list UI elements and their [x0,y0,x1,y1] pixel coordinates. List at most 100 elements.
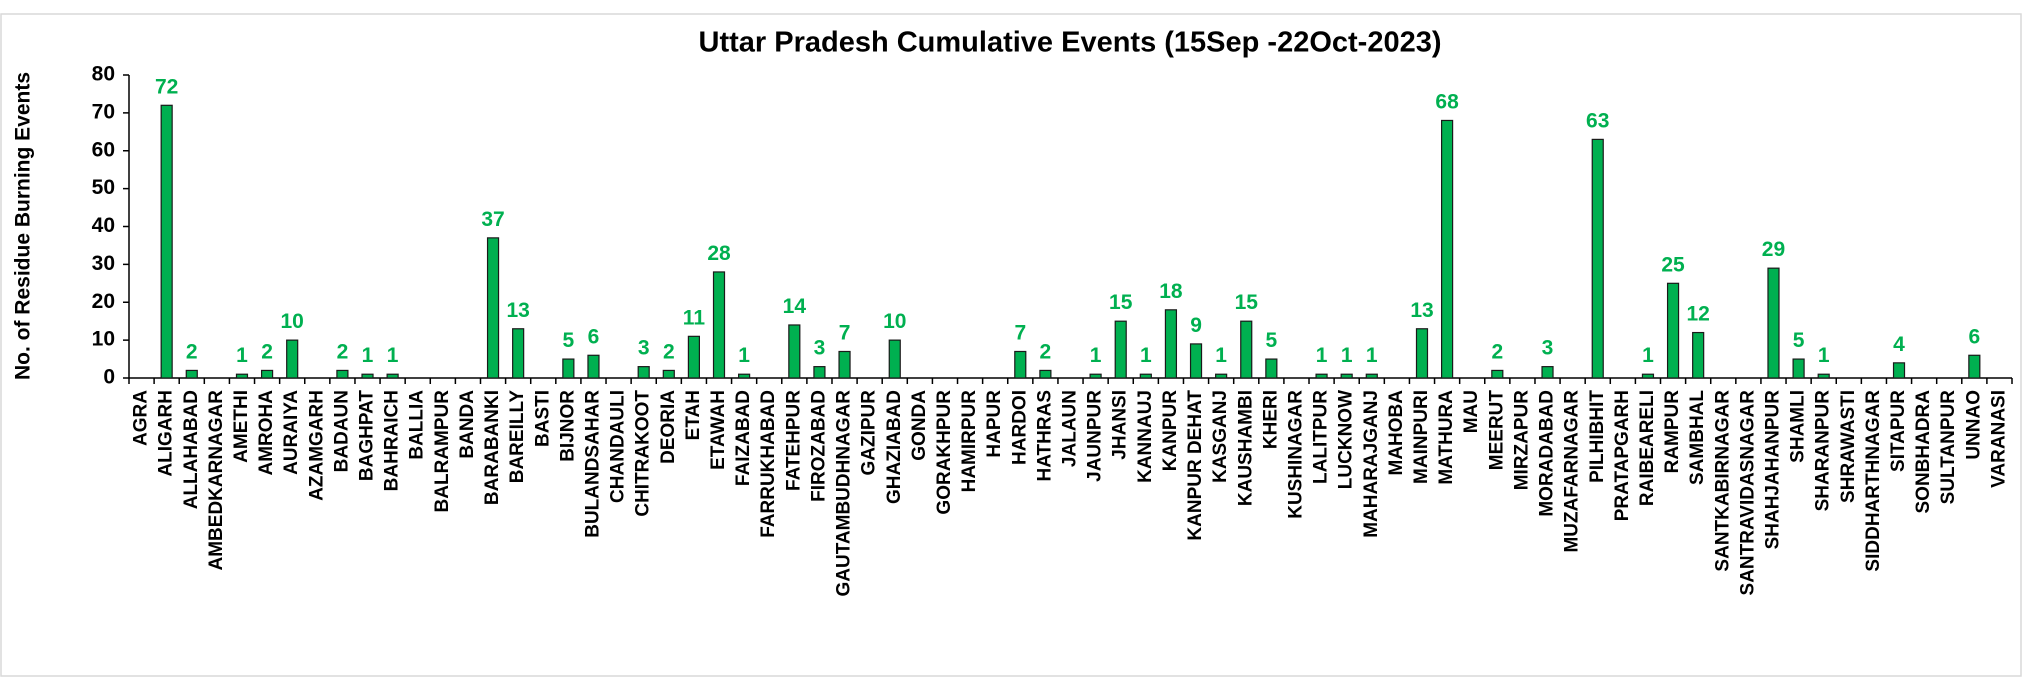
x-tick-label: KANPUR [1160,390,1181,472]
x-tick-label: HARDOI [1009,390,1030,465]
bar [1767,267,1780,379]
x-tick-label: GHAZIABAD [884,390,905,504]
bar [1315,373,1328,379]
bar [1692,331,1705,379]
x-tick-label: AGRA [131,390,152,446]
x-tick-label: FATEHPUR [783,390,804,491]
data-label: 3 [814,337,826,360]
x-tick-label: VARANASI [1988,390,2009,488]
data-label: 7 [1014,321,1026,344]
y-tick-label: 70 [92,100,115,123]
bar [838,350,851,379]
bar [1541,366,1554,379]
x-tick-label: BASTI [532,390,553,447]
data-label: 1 [236,344,248,367]
data-label: 28 [707,242,731,265]
bar [1641,373,1655,379]
data-label: 1 [387,344,399,367]
bar [1591,138,1604,379]
data-label: 1 [1341,344,1353,367]
x-tick-label: CHITRAKOOT [633,390,654,517]
data-label: 15 [1109,291,1133,314]
bar [888,339,901,379]
data-label: 1 [1642,344,1654,367]
bar [1440,119,1454,379]
x-tick-label: HAPUR [984,390,1005,458]
bar [813,366,826,379]
bar [361,373,374,379]
data-label: 1 [362,344,374,367]
x-tick-label: KANPUR DEHAT [1185,390,1206,541]
data-label: 5 [1793,329,1805,352]
data-label: 2 [261,340,273,363]
x-tick-label: RAIBEARELI [1637,390,1658,506]
bar [1215,373,1228,379]
bar [738,373,751,379]
bar [1968,354,1981,379]
x-tick-label: JALAUN [1060,390,1081,467]
x-tick-label: GAZIPUR [859,390,880,476]
bar [1365,373,1378,379]
x-tick-label: SANTKABIRNAGAR [1712,390,1733,572]
data-label: 1 [1090,344,1102,367]
data-label: 5 [563,329,575,352]
bar [185,369,198,379]
bar [1415,328,1429,379]
x-tick-label: ALLAHABAD [181,390,202,509]
data-label: 1 [1140,344,1152,367]
x-tick-label: GONDA [909,390,930,461]
bar [1792,358,1805,379]
y-tick-label: 20 [92,290,115,313]
x-tick-label: KUSHINAGAR [1285,390,1306,519]
x-tick-label: SITAPUR [1888,390,1909,472]
x-tick-label: UNNAO [1963,390,1984,460]
bar [562,358,575,379]
x-tick-label: BAREILLY [507,390,528,484]
bar [1189,343,1203,379]
x-tick-label: BAHRAICH [382,390,403,491]
bar [486,237,500,379]
x-tick-label: KHERI [1260,390,1281,449]
y-tick-label: 0 [103,366,115,389]
x-tick-label: LUCKNOW [1336,390,1357,489]
data-label: 1 [1366,344,1378,367]
data-label: 2 [337,340,349,363]
data-label: 13 [506,299,529,322]
data-label: 2 [1040,340,1052,363]
data-label: 5 [1266,329,1278,352]
x-tick-label: SULTANPUR [1938,390,1959,505]
data-label: 3 [638,337,650,360]
bar [1139,373,1152,379]
x-tick-label: KAUSHAMBI [1235,390,1256,506]
x-tick-label: CHANDAULI [608,390,629,503]
x-tick-label: ETAWAH [708,390,729,470]
data-label: 1 [1215,344,1227,367]
data-label: 15 [1235,291,1259,314]
bar [1340,373,1353,379]
x-tick-label: MATHURA [1436,390,1457,485]
data-label: 6 [1968,325,1980,348]
bar [1265,358,1278,379]
data-label: 1 [1818,344,1830,367]
x-tick-label: MAINPURI [1411,390,1432,484]
data-label: 3 [1542,337,1554,360]
data-label: 10 [281,310,304,333]
x-tick-label: SANTRAVIDASNAGAR [1737,390,1758,596]
x-tick-label: KASGANJ [1210,390,1231,483]
x-tick-label: MAU [1461,390,1482,433]
data-label: 29 [1762,238,1785,261]
data-label: 4 [1893,333,1905,356]
bar [235,373,249,379]
x-tick-label: BADAUN [331,390,352,472]
bar [336,369,349,379]
x-tick-label: SHAHJAHANPUR [1763,390,1784,550]
bar [687,335,701,379]
data-label: 72 [155,75,178,98]
x-tick-label: AMROHA [256,390,277,476]
x-tick-label: MIRZAPUR [1511,390,1532,491]
x-tick-label: SHRAWASTI [1838,390,1859,503]
bar [712,271,726,379]
data-label: 6 [588,325,600,348]
data-label: 18 [1159,280,1183,303]
